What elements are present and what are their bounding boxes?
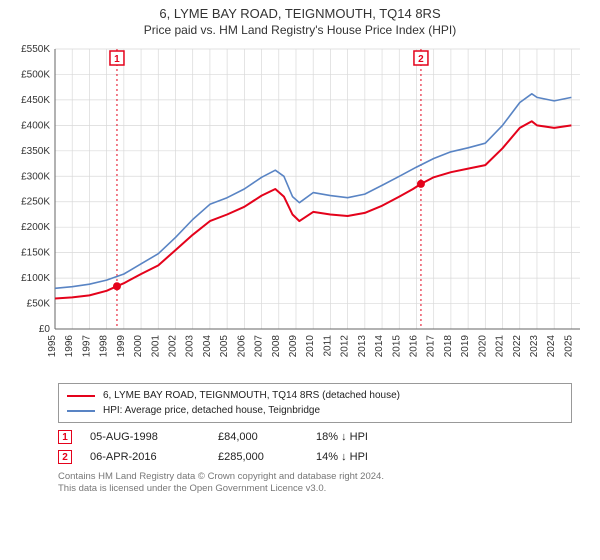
- svg-text:1997: 1997: [81, 335, 92, 358]
- svg-text:£0: £0: [39, 324, 51, 335]
- sale-date: 05-AUG-1998: [90, 431, 200, 443]
- sale-diff: 14% ↓ HPI: [316, 451, 406, 463]
- sale-row: 2 06-APR-2016 £285,000 14% ↓ HPI: [58, 447, 572, 467]
- svg-text:2000: 2000: [133, 335, 144, 358]
- svg-text:2023: 2023: [529, 335, 540, 358]
- svg-text:2008: 2008: [271, 335, 282, 358]
- legend: 6, LYME BAY ROAD, TEIGNMOUTH, TQ14 8RS (…: [58, 383, 572, 423]
- legend-swatch-hpi: [67, 410, 95, 412]
- svg-text:2003: 2003: [185, 335, 196, 358]
- svg-text:£350K: £350K: [21, 146, 50, 157]
- svg-text:2015: 2015: [391, 335, 402, 358]
- svg-text:2017: 2017: [426, 335, 437, 358]
- title-line2: Price paid vs. HM Land Registry's House …: [0, 23, 600, 37]
- svg-text:£300K: £300K: [21, 171, 50, 182]
- legend-swatch-property: [67, 395, 95, 397]
- svg-text:2020: 2020: [477, 335, 488, 358]
- chart-titles: 6, LYME BAY ROAD, TEIGNMOUTH, TQ14 8RS P…: [0, 0, 600, 39]
- svg-text:2024: 2024: [546, 335, 557, 358]
- legend-label: 6, LYME BAY ROAD, TEIGNMOUTH, TQ14 8RS (…: [103, 388, 400, 403]
- sales-list: 1 05-AUG-1998 £84,000 18% ↓ HPI 2 06-APR…: [58, 427, 572, 467]
- title-line1: 6, LYME BAY ROAD, TEIGNMOUTH, TQ14 8RS: [0, 6, 600, 21]
- svg-text:2012: 2012: [340, 335, 351, 358]
- svg-text:1998: 1998: [99, 335, 110, 358]
- svg-text:£500K: £500K: [21, 69, 50, 80]
- svg-text:2025: 2025: [563, 335, 574, 358]
- legend-label: HPI: Average price, detached house, Teig…: [103, 403, 320, 418]
- sale-price: £285,000: [218, 451, 298, 463]
- svg-text:2: 2: [418, 54, 424, 65]
- svg-text:2005: 2005: [219, 335, 230, 358]
- svg-text:£200K: £200K: [21, 222, 50, 233]
- svg-text:2013: 2013: [357, 335, 368, 358]
- svg-text:2002: 2002: [167, 335, 178, 358]
- footer-attribution: Contains HM Land Registry data © Crown c…: [58, 471, 572, 496]
- svg-text:£150K: £150K: [21, 248, 50, 259]
- svg-text:2014: 2014: [374, 335, 385, 358]
- svg-text:2006: 2006: [236, 335, 247, 358]
- sale-marker-icon: 2: [58, 450, 72, 464]
- footer-line2: This data is licensed under the Open Gov…: [58, 483, 572, 495]
- svg-text:2018: 2018: [443, 335, 454, 358]
- svg-text:2001: 2001: [150, 335, 161, 358]
- svg-text:2009: 2009: [288, 335, 299, 358]
- svg-text:£250K: £250K: [21, 197, 50, 208]
- svg-text:2021: 2021: [495, 335, 506, 358]
- svg-text:2016: 2016: [408, 335, 419, 358]
- svg-text:2019: 2019: [460, 335, 471, 358]
- svg-text:1: 1: [114, 54, 120, 65]
- svg-text:£50K: £50K: [27, 299, 51, 310]
- footer-line1: Contains HM Land Registry data © Crown c…: [58, 471, 572, 483]
- svg-text:1996: 1996: [64, 335, 75, 358]
- svg-text:£450K: £450K: [21, 95, 50, 106]
- svg-text:£400K: £400K: [21, 120, 50, 131]
- svg-text:£100K: £100K: [21, 273, 50, 284]
- sale-marker-icon: 1: [58, 430, 72, 444]
- sale-date: 06-APR-2016: [90, 451, 200, 463]
- svg-text:2004: 2004: [202, 335, 213, 358]
- sale-diff: 18% ↓ HPI: [316, 431, 406, 443]
- line-chart-svg: £0 £50K £100K £150K £200K £250K £300K £350K £400…: [0, 39, 600, 379]
- svg-text:2007: 2007: [254, 335, 265, 358]
- svg-text:2010: 2010: [305, 335, 316, 358]
- sale-row: 1 05-AUG-1998 £84,000 18% ↓ HPI: [58, 427, 572, 447]
- svg-text:£550K: £550K: [21, 44, 50, 55]
- svg-text:1995: 1995: [47, 335, 58, 358]
- sale-price: £84,000: [218, 431, 298, 443]
- legend-item: HPI: Average price, detached house, Teig…: [67, 403, 563, 418]
- chart-area: £0 £50K £100K £150K £200K £250K £300K £350K £400…: [0, 39, 600, 379]
- svg-text:2022: 2022: [512, 335, 523, 358]
- svg-text:2011: 2011: [322, 335, 333, 357]
- legend-item: 6, LYME BAY ROAD, TEIGNMOUTH, TQ14 8RS (…: [67, 388, 563, 403]
- svg-text:1999: 1999: [116, 335, 127, 358]
